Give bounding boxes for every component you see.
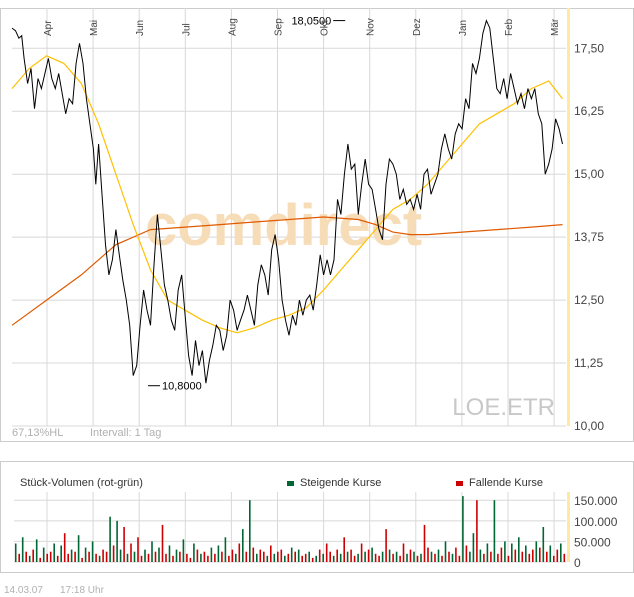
moving-average-38-path [11, 55, 563, 334]
month-label-Jan: Jan [458, 20, 469, 36]
moving-average-200-path [11, 216, 563, 326]
price-tick-3: 13,75 [574, 230, 604, 244]
price-tick-5: 16,25 [574, 104, 604, 118]
price-line [11, 19, 563, 384]
price-tick-6: 17,50 [574, 41, 604, 55]
month-label-Nov: Nov [366, 18, 377, 36]
volume-tick-0: 150.000 [574, 494, 618, 508]
month-label-Jun: Jun [135, 20, 146, 36]
price-tick-labels: 10,00 11,25 12,50 13,75 15,00 16,25 17,50 [574, 41, 604, 433]
comdirect-watermark: comdirect [145, 193, 422, 258]
price-tick-2: 12,50 [574, 293, 604, 307]
price-panel-frame [0, 8, 634, 442]
price-grid [12, 8, 566, 427]
month-label-Apr: Apr [43, 20, 54, 36]
price-tick-1: 11,25 [574, 356, 603, 370]
watermark-text: comdirect [145, 193, 422, 258]
month-label-Feb: Feb [504, 18, 515, 36]
symbol-label: LOE.ETR [452, 394, 555, 421]
price-axis-highlight [567, 8, 570, 426]
legend-falling-label: Fallende Kurse [469, 477, 543, 489]
volume-tick-labels: 150.000 100.000 50.000 0 [574, 494, 618, 570]
price-annotations: 18,0500 10,8000 [147, 16, 346, 393]
volume-axis-highlight [567, 492, 570, 562]
month-label-Sep: Sep [274, 18, 285, 36]
footer-hl: 67,13%HL [12, 427, 63, 439]
month-label-Mai: Mai [89, 20, 100, 36]
moving-average-200-line [11, 216, 563, 326]
legend-rising-swatch [287, 481, 294, 486]
footer-time: 17:18 Uhr [60, 585, 105, 596]
month-label-Aug: Aug [227, 18, 238, 36]
volume-tick-3: 0 [574, 556, 581, 570]
volume-tick-2: 50.000 [574, 535, 611, 549]
month-label-Dez: Dez [412, 18, 423, 36]
legend-rising-label: Steigende Kurse [300, 477, 381, 489]
annotation-label-0: 18,0500 [291, 16, 331, 28]
legend-falling-swatch [456, 481, 463, 486]
month-label-Jul: Jul [181, 23, 192, 36]
annotation-label-1: 10,8000 [162, 381, 202, 393]
month-label-Mär: Mär [550, 18, 561, 36]
footer-interval: Intervall: 1 Tag [90, 427, 161, 439]
month-tick-labels: Apr Mai Jun Jul Aug Sep Okt Nov Dez Jan Feb Mär [43, 18, 561, 36]
volume-title: Stück-Volumen (rot-grün) [20, 477, 143, 489]
footer-date: 14.03.07 [4, 585, 43, 596]
price-path [11, 19, 563, 384]
moving-average-38-line [11, 55, 563, 334]
price-tick-0: 10,00 [574, 419, 604, 433]
month-label-Okt: Okt [320, 20, 331, 36]
volume-bars [14, 496, 566, 562]
volume-tick-1: 100.000 [574, 515, 618, 529]
price-tick-4: 15,00 [574, 167, 604, 181]
